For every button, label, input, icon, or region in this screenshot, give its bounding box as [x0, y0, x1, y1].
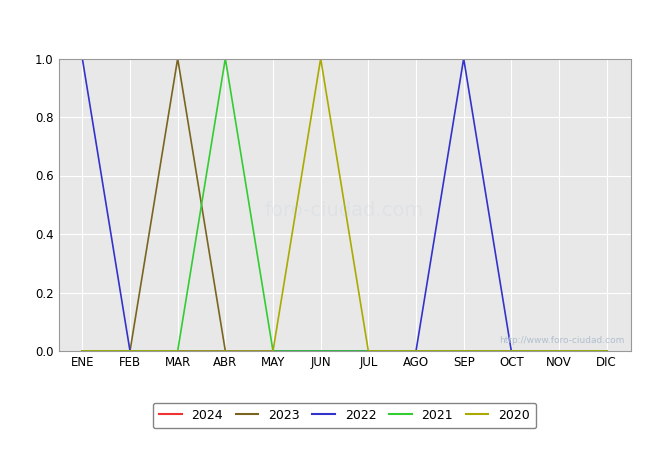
Text: Matriculaciones de Vehiculos en Matet: Matriculaciones de Vehiculos en Matet [166, 16, 484, 34]
Legend: 2024, 2023, 2022, 2021, 2020: 2024, 2023, 2022, 2021, 2020 [153, 403, 536, 428]
Text: foro-ciudad.com: foro-ciudad.com [265, 201, 424, 220]
Text: http://www.foro-ciudad.com: http://www.foro-ciudad.com [499, 336, 625, 345]
